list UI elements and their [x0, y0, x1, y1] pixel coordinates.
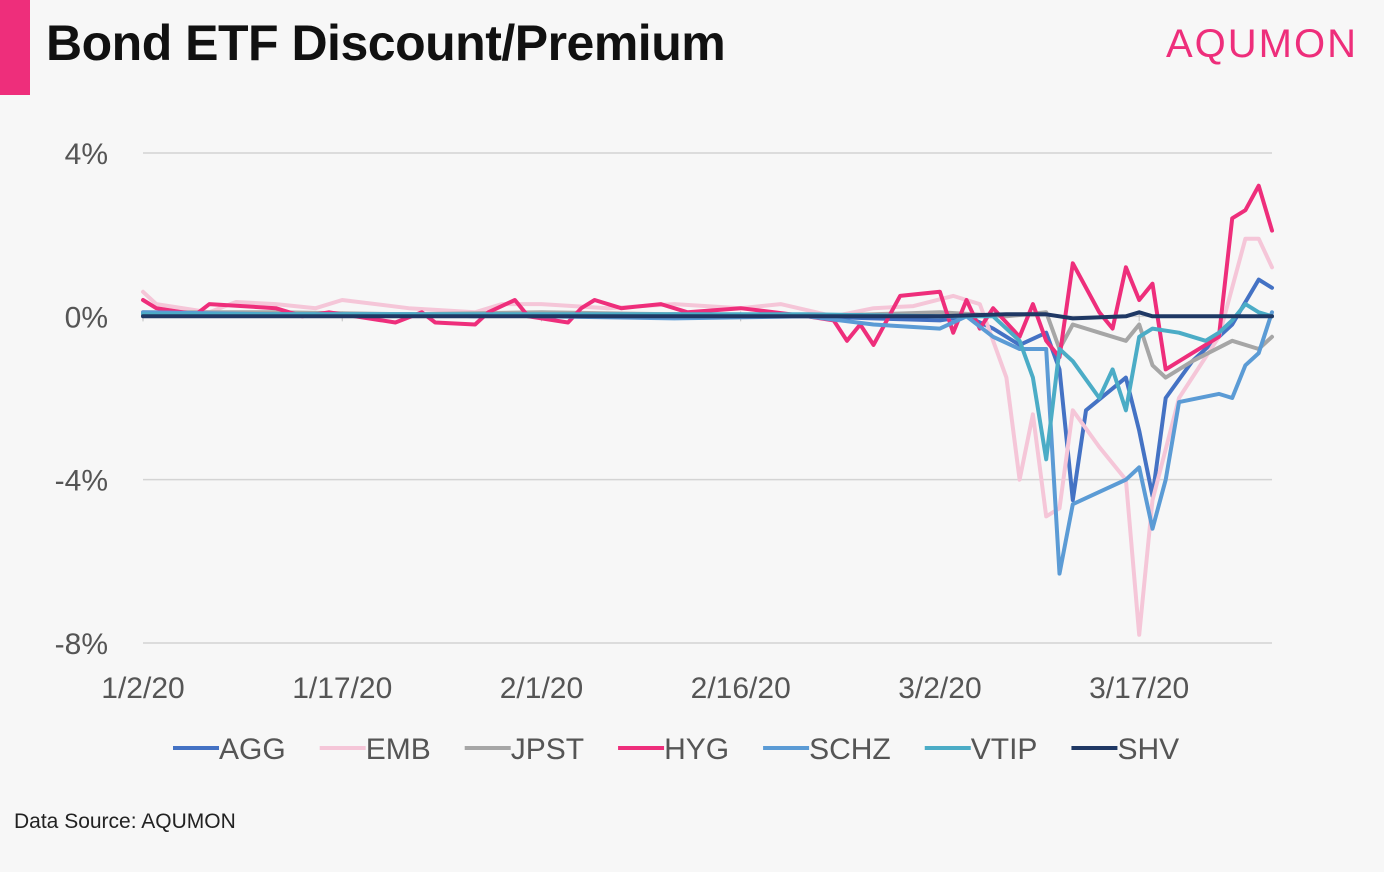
- series-line-shv: [141, 310, 1274, 321]
- chart-title: Bond ETF Discount/Premium: [46, 15, 726, 71]
- legend-label: SCHZ: [809, 733, 891, 766]
- x-tick-label: 3/17/20: [1089, 672, 1189, 705]
- y-axis: 4% 0% -4% -8%: [55, 138, 108, 661]
- x-tick-label: 3/2/20: [898, 672, 981, 705]
- legend-label: SHV: [1117, 733, 1179, 766]
- series-line-schz: [141, 310, 1274, 576]
- legend-item-emb: EMB: [319, 733, 431, 766]
- x-tick-label: 2/1/20: [500, 672, 583, 705]
- x-tick-label: 1/2/20: [101, 672, 184, 705]
- series-line-emb: [141, 236, 1274, 637]
- legend-item-vtip: VTIP: [924, 733, 1038, 766]
- legend: AGG EMB JPST HYG SCHZ VTIP SHV: [173, 733, 1179, 766]
- legend-item-agg: AGG: [173, 733, 286, 766]
- brand-logo: AQUMON: [1166, 22, 1358, 66]
- series-lines: [141, 183, 1274, 637]
- line-chart: 4% 0% -4% -8% 1/2/20 1/17/20 2/1/20 2/16/20 3/2…: [55, 138, 1274, 766]
- y-tick-label: 0%: [65, 301, 108, 334]
- series-line-hyg: [141, 183, 1274, 372]
- accent-bar: [0, 0, 30, 95]
- legend-label: AGG: [219, 733, 286, 766]
- x-axis: 1/2/20 1/17/20 2/1/20 2/16/20 3/2/20 3/17/20: [101, 311, 1189, 705]
- series-line-jpst: [141, 310, 1274, 380]
- legend-item-jpst: JPST: [464, 733, 584, 766]
- y-tick-label: -4%: [55, 465, 108, 498]
- legend-label: HYG: [664, 733, 729, 766]
- legend-item-hyg: HYG: [618, 733, 729, 766]
- data-source: Data Source: AQUMON: [14, 810, 236, 833]
- y-tick-label: -8%: [55, 628, 108, 661]
- legend-label: JPST: [511, 733, 584, 766]
- y-tick-label: 4%: [65, 138, 108, 171]
- legend-label: EMB: [366, 733, 431, 766]
- legend-item-shv: SHV: [1071, 733, 1179, 766]
- x-tick-label: 2/16/20: [691, 672, 791, 705]
- x-tick-label: 1/17/20: [292, 672, 392, 705]
- legend-item-schz: SCHZ: [763, 733, 891, 766]
- series-line-vtip: [141, 302, 1274, 462]
- legend-label: VTIP: [971, 733, 1038, 766]
